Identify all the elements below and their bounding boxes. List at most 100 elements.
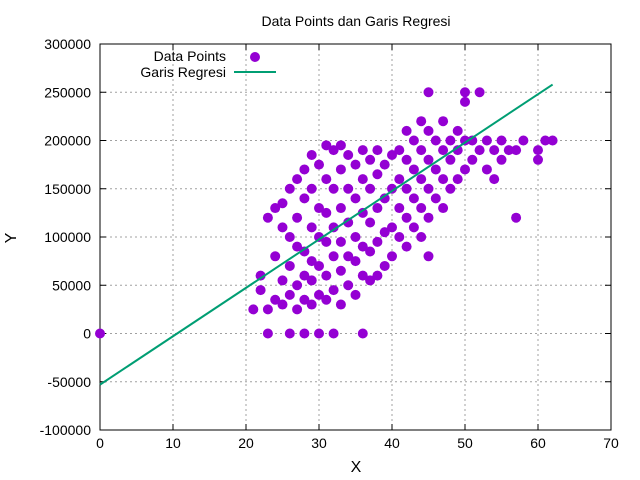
data-point [379,193,390,204]
x-tick-label: 0 [96,435,104,451]
data-point [438,174,449,185]
data-point [277,299,288,310]
data-point [547,135,558,146]
data-point [460,96,470,107]
data-point [335,265,346,276]
data-point [438,203,449,214]
data-point [503,145,514,156]
data-point [277,275,288,286]
data-point [416,116,427,127]
data-point [430,135,441,146]
data-point [511,212,522,223]
data-point [365,154,376,165]
data-point [284,328,295,339]
data-point [292,241,303,252]
data-point [401,183,412,194]
x-tick-label: 40 [384,435,400,451]
data-point [496,154,507,165]
data-point [394,174,405,185]
data-point [496,135,507,146]
data-points-series [95,87,558,339]
y-axis-label: Y [3,232,20,243]
data-point [299,193,310,204]
data-point [270,294,281,305]
data-point [328,145,339,156]
data-point [262,304,273,315]
data-point [299,246,310,257]
data-point [343,251,354,262]
data-point [460,87,470,98]
data-point [350,232,361,242]
data-point [321,174,332,185]
data-point [401,212,412,223]
x-tick-label: 60 [530,435,546,451]
data-point [430,164,441,175]
data-point [314,159,324,170]
data-point [350,256,361,267]
data-point [423,125,434,136]
data-point [467,135,478,146]
data-point [452,174,463,185]
regression-line-series [99,83,554,386]
data-point [270,203,281,214]
data-point [372,270,383,281]
data-point [423,212,434,223]
data-point [314,203,324,214]
data-point [335,140,346,151]
data-point [365,275,376,286]
data-point [262,328,273,339]
data-point [394,203,405,214]
data-point [489,145,500,156]
data-point [474,145,485,156]
data-point [401,241,412,252]
data-point [423,183,434,194]
data-point [452,145,463,156]
data-point [95,328,105,339]
data-point [321,207,332,218]
data-point [372,145,383,156]
data-point [255,270,266,281]
data-point [277,198,288,209]
y-tick-label: 150000 [44,181,91,197]
data-point [445,135,456,146]
data-point [401,154,412,165]
data-point [379,227,390,238]
legend: Data Points Garis Regresi [140,48,276,80]
data-point [350,159,361,170]
data-point [350,289,361,300]
data-point [299,164,310,175]
data-point [540,135,551,146]
y-tick-label: -50000 [47,374,91,390]
data-point [387,149,397,160]
data-point [379,159,390,170]
data-point [460,135,470,146]
data-point [387,222,397,233]
data-point [314,260,324,271]
data-point [357,270,368,281]
data-point [335,299,346,310]
data-point [408,222,419,233]
data-point [481,135,492,146]
data-point [372,236,383,247]
data-point [292,174,303,185]
x-tick-label: 10 [165,435,181,451]
data-point [467,154,478,165]
data-point [321,236,332,247]
data-point [284,232,295,242]
data-point [416,203,427,214]
data-point [357,174,368,185]
x-tick-label: 50 [457,435,473,451]
data-point [292,212,303,223]
data-point [357,328,368,339]
data-point [328,222,339,233]
data-point [511,145,522,156]
data-point [372,203,383,214]
data-point [255,285,266,296]
data-point [394,145,405,156]
data-point [474,87,485,98]
data-point [321,294,332,305]
data-point [416,145,427,156]
data-point [408,135,419,146]
data-point [372,169,383,180]
x-tick-label: 20 [238,435,254,451]
